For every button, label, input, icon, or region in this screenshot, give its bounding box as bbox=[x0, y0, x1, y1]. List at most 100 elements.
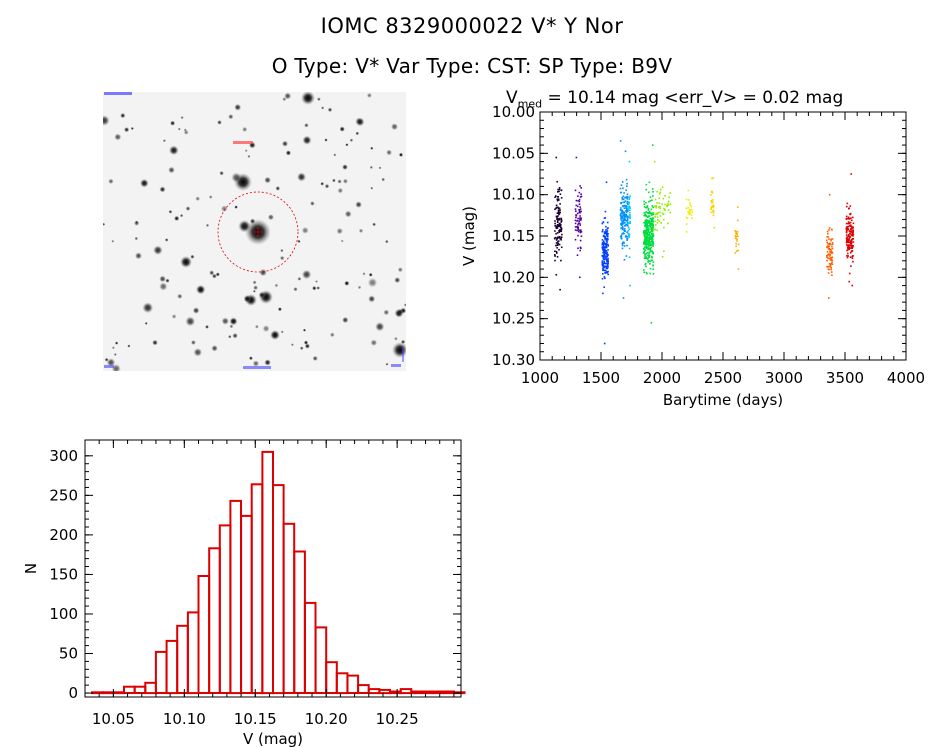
data-point bbox=[655, 224, 657, 226]
data-point bbox=[646, 231, 649, 233]
data-point bbox=[737, 243, 740, 246]
star bbox=[349, 138, 354, 142]
data-point bbox=[659, 215, 662, 217]
data-point bbox=[851, 219, 853, 222]
data-point bbox=[625, 196, 628, 199]
data-point bbox=[710, 194, 712, 196]
star bbox=[180, 256, 192, 268]
star bbox=[362, 272, 366, 276]
star bbox=[142, 302, 154, 314]
data-point bbox=[713, 226, 715, 229]
data-point bbox=[685, 223, 688, 225]
star bbox=[264, 359, 271, 366]
data-point bbox=[667, 209, 670, 211]
data-point bbox=[626, 239, 628, 241]
data-point bbox=[850, 240, 852, 242]
data-point bbox=[557, 198, 560, 200]
data-point bbox=[625, 207, 628, 210]
star bbox=[321, 106, 325, 110]
data-point bbox=[606, 265, 608, 268]
y-tick-label: 10.05 bbox=[492, 144, 535, 162]
data-point bbox=[827, 253, 830, 255]
data-point bbox=[712, 204, 714, 207]
data-point bbox=[652, 224, 654, 227]
data-point bbox=[735, 245, 737, 248]
data-point bbox=[604, 269, 606, 272]
star bbox=[355, 131, 360, 136]
data-point bbox=[654, 220, 657, 223]
star bbox=[168, 145, 179, 156]
data-point bbox=[574, 189, 577, 192]
data-point bbox=[826, 256, 828, 259]
data-point bbox=[826, 230, 829, 233]
data-point bbox=[604, 238, 606, 240]
star bbox=[195, 284, 206, 295]
star bbox=[370, 146, 374, 150]
data-point bbox=[827, 232, 829, 235]
star bbox=[296, 172, 307, 182]
data-point bbox=[829, 264, 832, 267]
data-point bbox=[643, 233, 646, 235]
data-point bbox=[658, 220, 661, 222]
data-point bbox=[605, 262, 608, 265]
data-point bbox=[602, 292, 604, 295]
data-point bbox=[601, 260, 604, 262]
data-point bbox=[628, 216, 630, 218]
star bbox=[211, 345, 218, 352]
data-point bbox=[848, 222, 851, 225]
data-point bbox=[580, 235, 583, 237]
data-point bbox=[846, 202, 849, 205]
data-point bbox=[644, 257, 646, 259]
data-point bbox=[626, 202, 629, 204]
data-point bbox=[688, 199, 690, 201]
data-point bbox=[736, 231, 739, 233]
data-point bbox=[828, 243, 831, 246]
data-point bbox=[848, 247, 851, 249]
data-point bbox=[653, 205, 656, 208]
data-point bbox=[650, 222, 653, 224]
data-point bbox=[560, 197, 563, 199]
data-point bbox=[625, 205, 628, 207]
data-point bbox=[604, 272, 607, 274]
data-point bbox=[557, 211, 560, 213]
data-point bbox=[557, 236, 559, 238]
data-point bbox=[827, 266, 829, 268]
data-point bbox=[602, 267, 604, 270]
data-point bbox=[845, 241, 848, 244]
star bbox=[378, 166, 382, 170]
data-point bbox=[649, 212, 652, 214]
data-point bbox=[560, 220, 563, 222]
data-point bbox=[659, 207, 661, 210]
star bbox=[398, 152, 404, 157]
data-point bbox=[622, 218, 625, 221]
data-point bbox=[575, 216, 577, 219]
data-point bbox=[604, 242, 607, 245]
histogram-bar bbox=[250, 483, 264, 695]
data-point bbox=[621, 220, 624, 222]
data-point bbox=[831, 245, 833, 248]
data-point bbox=[645, 225, 648, 228]
data-point bbox=[646, 221, 649, 224]
data-point bbox=[652, 273, 655, 275]
data-point bbox=[647, 216, 649, 218]
data-point bbox=[605, 256, 607, 259]
data-point bbox=[649, 267, 652, 270]
data-point bbox=[845, 218, 848, 220]
data-point bbox=[825, 239, 828, 242]
data-point bbox=[607, 264, 609, 267]
data-point bbox=[648, 242, 651, 245]
data-point bbox=[651, 205, 654, 207]
star bbox=[320, 181, 325, 186]
data-point bbox=[603, 342, 606, 345]
data-point bbox=[645, 271, 648, 274]
star bbox=[231, 172, 242, 183]
data-point bbox=[648, 237, 650, 240]
data-point bbox=[652, 241, 654, 243]
data-point bbox=[651, 232, 653, 235]
data-point bbox=[555, 244, 557, 247]
data-point bbox=[622, 221, 624, 223]
star bbox=[168, 166, 175, 174]
star bbox=[114, 133, 122, 141]
data-point bbox=[556, 256, 559, 258]
data-point bbox=[685, 231, 688, 233]
